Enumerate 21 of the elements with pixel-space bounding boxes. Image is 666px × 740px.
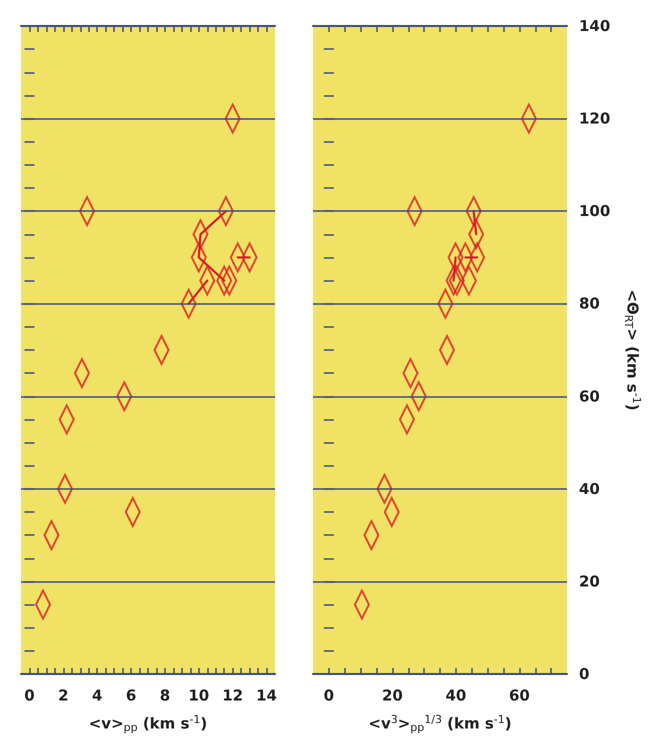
x-tick-label: 20 <box>382 686 403 704</box>
y-tick-label: 100 <box>579 202 610 220</box>
y-tick-label: 20 <box>579 572 600 590</box>
x-tick-label: 60 <box>508 686 530 704</box>
x-tick-label: 2 <box>58 686 69 704</box>
x-tick-label: 0 <box>324 686 334 704</box>
x-tick-label: 12 <box>222 686 244 704</box>
x-tick-label: 40 <box>445 686 466 704</box>
x-tick-label: 0 <box>24 686 35 704</box>
y-tick-label: 60 <box>579 387 600 406</box>
x-tick-label: 8 <box>160 686 170 704</box>
x-tick-label: 4 <box>92 686 102 704</box>
y-tick-label: 80 <box>579 294 600 313</box>
y-tick-label: 40 <box>579 480 600 498</box>
y-tick-label: 0 <box>579 665 590 683</box>
y-tick-label: 120 <box>579 110 610 128</box>
x-tick-label: 10 <box>188 686 210 704</box>
x-tick-label: 14 <box>256 686 277 704</box>
y-axis-title: <ΘRT> (km s-1) <box>622 289 643 411</box>
y-tick-label: 140 <box>579 17 610 35</box>
x-tick-label: 6 <box>126 686 136 704</box>
